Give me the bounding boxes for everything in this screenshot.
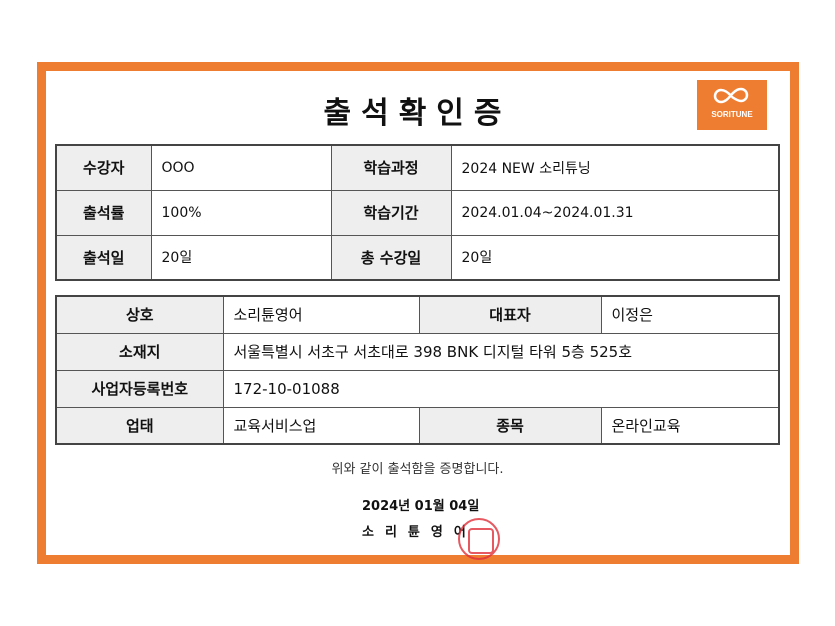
table-row: 업태 교육서비스업 종목 온라인교육: [55, 406, 780, 445]
table-row: 출석일 20일 총 수강일 20일: [55, 234, 780, 281]
name-label: 상호: [55, 295, 224, 334]
period-label: 학습기간: [330, 189, 452, 236]
table-row: 소재지 서울특별시 서초구 서초대로 398 BNK 디지털 타워 5층 525…: [55, 332, 780, 371]
table-row: 출석률 100% 학습기간 2024.01.04~2024.01.31: [55, 189, 780, 236]
rate-label: 출석률: [55, 189, 152, 236]
total-value: 20일: [450, 234, 780, 281]
company-table: 상호 소리튠영어 대표자 이정은 소재지 서울특별시 서초구 서초대로 398 …: [55, 295, 780, 445]
address-label: 소재지: [55, 332, 224, 371]
name-value: 소리튠영어: [222, 295, 420, 334]
seal-stamp: [458, 518, 500, 560]
days-label: 출석일: [55, 234, 152, 281]
address-value: 서울특별시 서초구 서초대로 398 BNK 디지털 타워 5층 525호: [222, 332, 780, 371]
days-value: 20일: [150, 234, 332, 281]
certify-text: 위와 같이 출석함을 증명합니다.: [331, 462, 504, 477]
ceo-label: 대표자: [418, 295, 602, 334]
table-row: 상호 소리튠영어 대표자 이정은: [55, 295, 780, 334]
soritune-logo: SORITUNE: [697, 80, 767, 130]
issuer-name: 소리튠영어: [362, 525, 477, 540]
attendance-table: 수강자 OOO 학습과정 2024 NEW 소리튜닝 출석률 100% 학습기간…: [55, 144, 780, 281]
item-label: 종목: [418, 406, 602, 445]
ceo-value: 이정은: [600, 295, 780, 334]
type-label: 업태: [55, 406, 224, 445]
course-label: 학습과정: [330, 144, 452, 191]
table-row: 사업자등록번호 172-10-01088: [55, 369, 780, 408]
regno-label: 사업자등록번호: [55, 369, 224, 408]
course-value: 2024 NEW 소리튜닝: [450, 144, 780, 191]
logo-text: SORITUNE: [711, 110, 753, 119]
rate-value: 100%: [150, 189, 332, 236]
issue-date: 2024년 01월 04일: [362, 499, 480, 514]
student-value: OOO: [150, 144, 332, 191]
student-label: 수강자: [55, 144, 152, 191]
type-value: 교육서비스업: [222, 406, 420, 445]
certificate-border: [37, 62, 799, 564]
total-label: 총 수강일: [330, 234, 452, 281]
page-title: 출석확인증: [323, 96, 512, 131]
infinity-icon: [713, 87, 749, 104]
period-value: 2024.01.04~2024.01.31: [450, 189, 780, 236]
regno-value: 172-10-01088: [222, 369, 780, 408]
table-row: 수강자 OOO 학습과정 2024 NEW 소리튜닝: [55, 144, 780, 191]
item-value: 온라인교육: [600, 406, 780, 445]
